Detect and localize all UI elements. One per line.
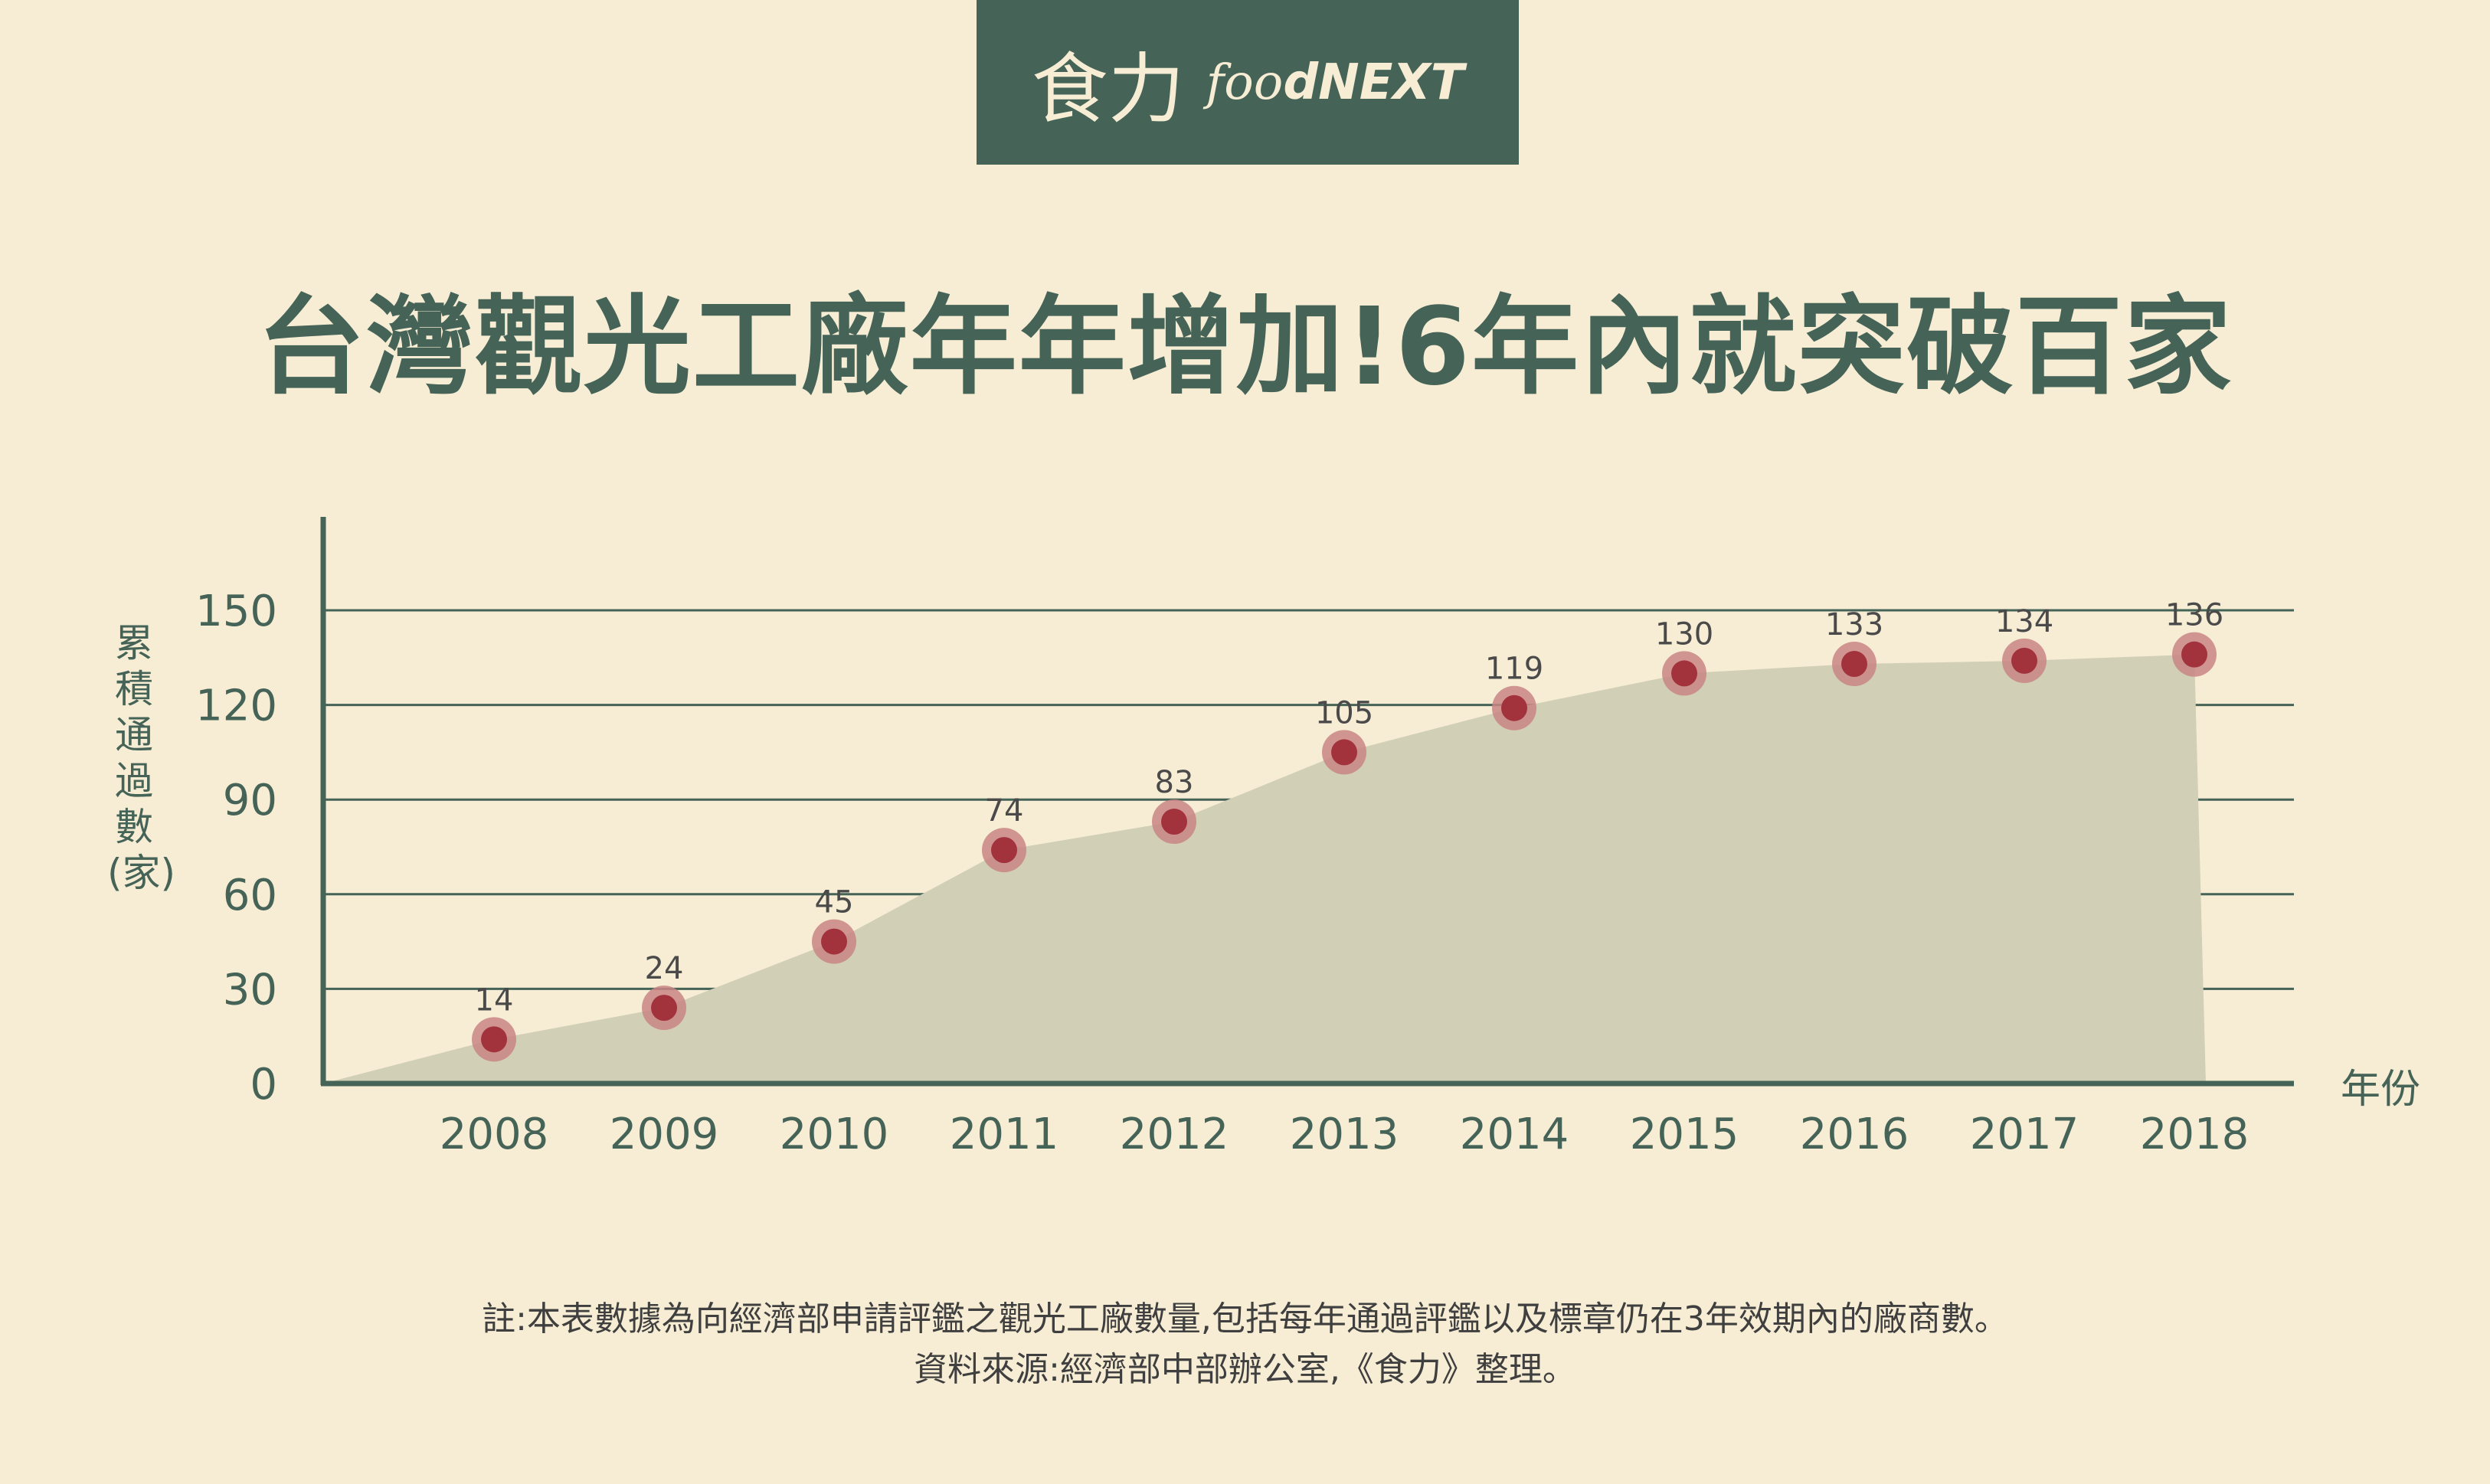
data-point-dot bbox=[821, 928, 847, 955]
footnote: 註:本表數據為向經濟部申請評鑑之觀光工廠數量,包括每年通過評鑑以及標章仍在3年效… bbox=[0, 1294, 2490, 1395]
brand-logo: 食力 foodNEXT bbox=[977, 0, 1519, 165]
data-point bbox=[1832, 642, 1876, 687]
y-tick-label: 120 bbox=[195, 682, 277, 731]
x-axis-label: 年份 bbox=[2341, 1067, 2420, 1113]
data-point-dot bbox=[1331, 739, 1357, 766]
y-tick-label: 30 bbox=[223, 965, 277, 1015]
x-tick-label: 2011 bbox=[950, 1110, 1059, 1159]
data-point bbox=[812, 919, 856, 964]
x-tick-label: 2012 bbox=[1120, 1110, 1229, 1159]
y-axis-label: 累積通過數(家) bbox=[107, 621, 176, 895]
data-label: 134 bbox=[1995, 604, 2053, 639]
data-point bbox=[2002, 638, 2047, 683]
chart-title: 台灣觀光工廠年年增加!6年內就突破百家 bbox=[257, 285, 2233, 410]
x-tick-label: 2008 bbox=[440, 1110, 549, 1159]
data-label: 130 bbox=[1655, 616, 1713, 652]
x-tick-label: 2017 bbox=[1970, 1110, 2079, 1159]
data-point bbox=[1322, 730, 1366, 775]
data-point-dot bbox=[1841, 651, 1867, 678]
data-point-dot bbox=[1501, 695, 1527, 721]
data-point bbox=[472, 1017, 516, 1062]
x-tick-label: 2015 bbox=[1630, 1110, 1739, 1159]
data-point-dot bbox=[651, 995, 677, 1021]
data-point-dot bbox=[481, 1026, 507, 1053]
data-label: 136 bbox=[2165, 598, 2223, 633]
data-point-dot bbox=[2181, 641, 2207, 668]
data-point bbox=[1662, 651, 1706, 696]
x-tick-label: 2010 bbox=[780, 1110, 889, 1159]
data-label: 83 bbox=[1155, 765, 1194, 800]
x-tick-label: 2013 bbox=[1290, 1110, 1399, 1159]
data-point bbox=[1492, 685, 1536, 731]
data-label: 105 bbox=[1315, 695, 1373, 731]
data-label: 24 bbox=[645, 951, 684, 986]
y-tick-label: 0 bbox=[250, 1060, 277, 1110]
brand-logo-english: foodNEXT bbox=[1206, 54, 1464, 111]
data-point-dot bbox=[991, 837, 1017, 864]
data-label: 133 bbox=[1825, 607, 1883, 642]
data-points bbox=[472, 632, 2217, 1062]
area-series bbox=[323, 654, 2206, 1084]
data-point-dot bbox=[1161, 809, 1187, 835]
y-tick-label: 90 bbox=[223, 776, 277, 825]
data-point-dot bbox=[1671, 660, 1697, 687]
x-tick-label: 2016 bbox=[1800, 1110, 1909, 1159]
data-point bbox=[982, 828, 1026, 873]
data-point bbox=[2172, 632, 2217, 677]
x-tick-label: 2018 bbox=[2140, 1110, 2250, 1159]
data-label: 119 bbox=[1485, 652, 1543, 687]
data-point bbox=[1152, 799, 1196, 845]
y-tick-label: 150 bbox=[195, 587, 277, 636]
data-label: 14 bbox=[475, 982, 514, 1018]
area-fill bbox=[323, 654, 2206, 1084]
data-label: 74 bbox=[985, 793, 1024, 829]
footnote-line: 註:本表數據為向經濟部申請評鑑之觀光工廠數量,包括每年通過評鑑以及標章仍在3年效… bbox=[482, 1299, 2008, 1339]
data-point bbox=[642, 986, 686, 1031]
data-point-dot bbox=[2011, 647, 2037, 674]
x-tick-label: 2014 bbox=[1460, 1110, 1569, 1159]
data-labels: 14 24 45 74 83 105 119 130 133 134 136 bbox=[475, 598, 2224, 1018]
x-tick-label: 2009 bbox=[610, 1110, 719, 1159]
brand-logo-chinese: 食力 bbox=[1031, 44, 1185, 134]
tick-labels: 0 30 60 90 120 150 年份 2008 2009 2010 2011 2012 2013 2… bbox=[195, 587, 2420, 1159]
axes bbox=[320, 517, 2294, 1087]
data-label: 45 bbox=[815, 885, 854, 920]
source-line: 資料來源:經濟部中部辦公室,《食力》整理。 bbox=[914, 1350, 1576, 1389]
y-tick-label: 60 bbox=[223, 871, 277, 920]
